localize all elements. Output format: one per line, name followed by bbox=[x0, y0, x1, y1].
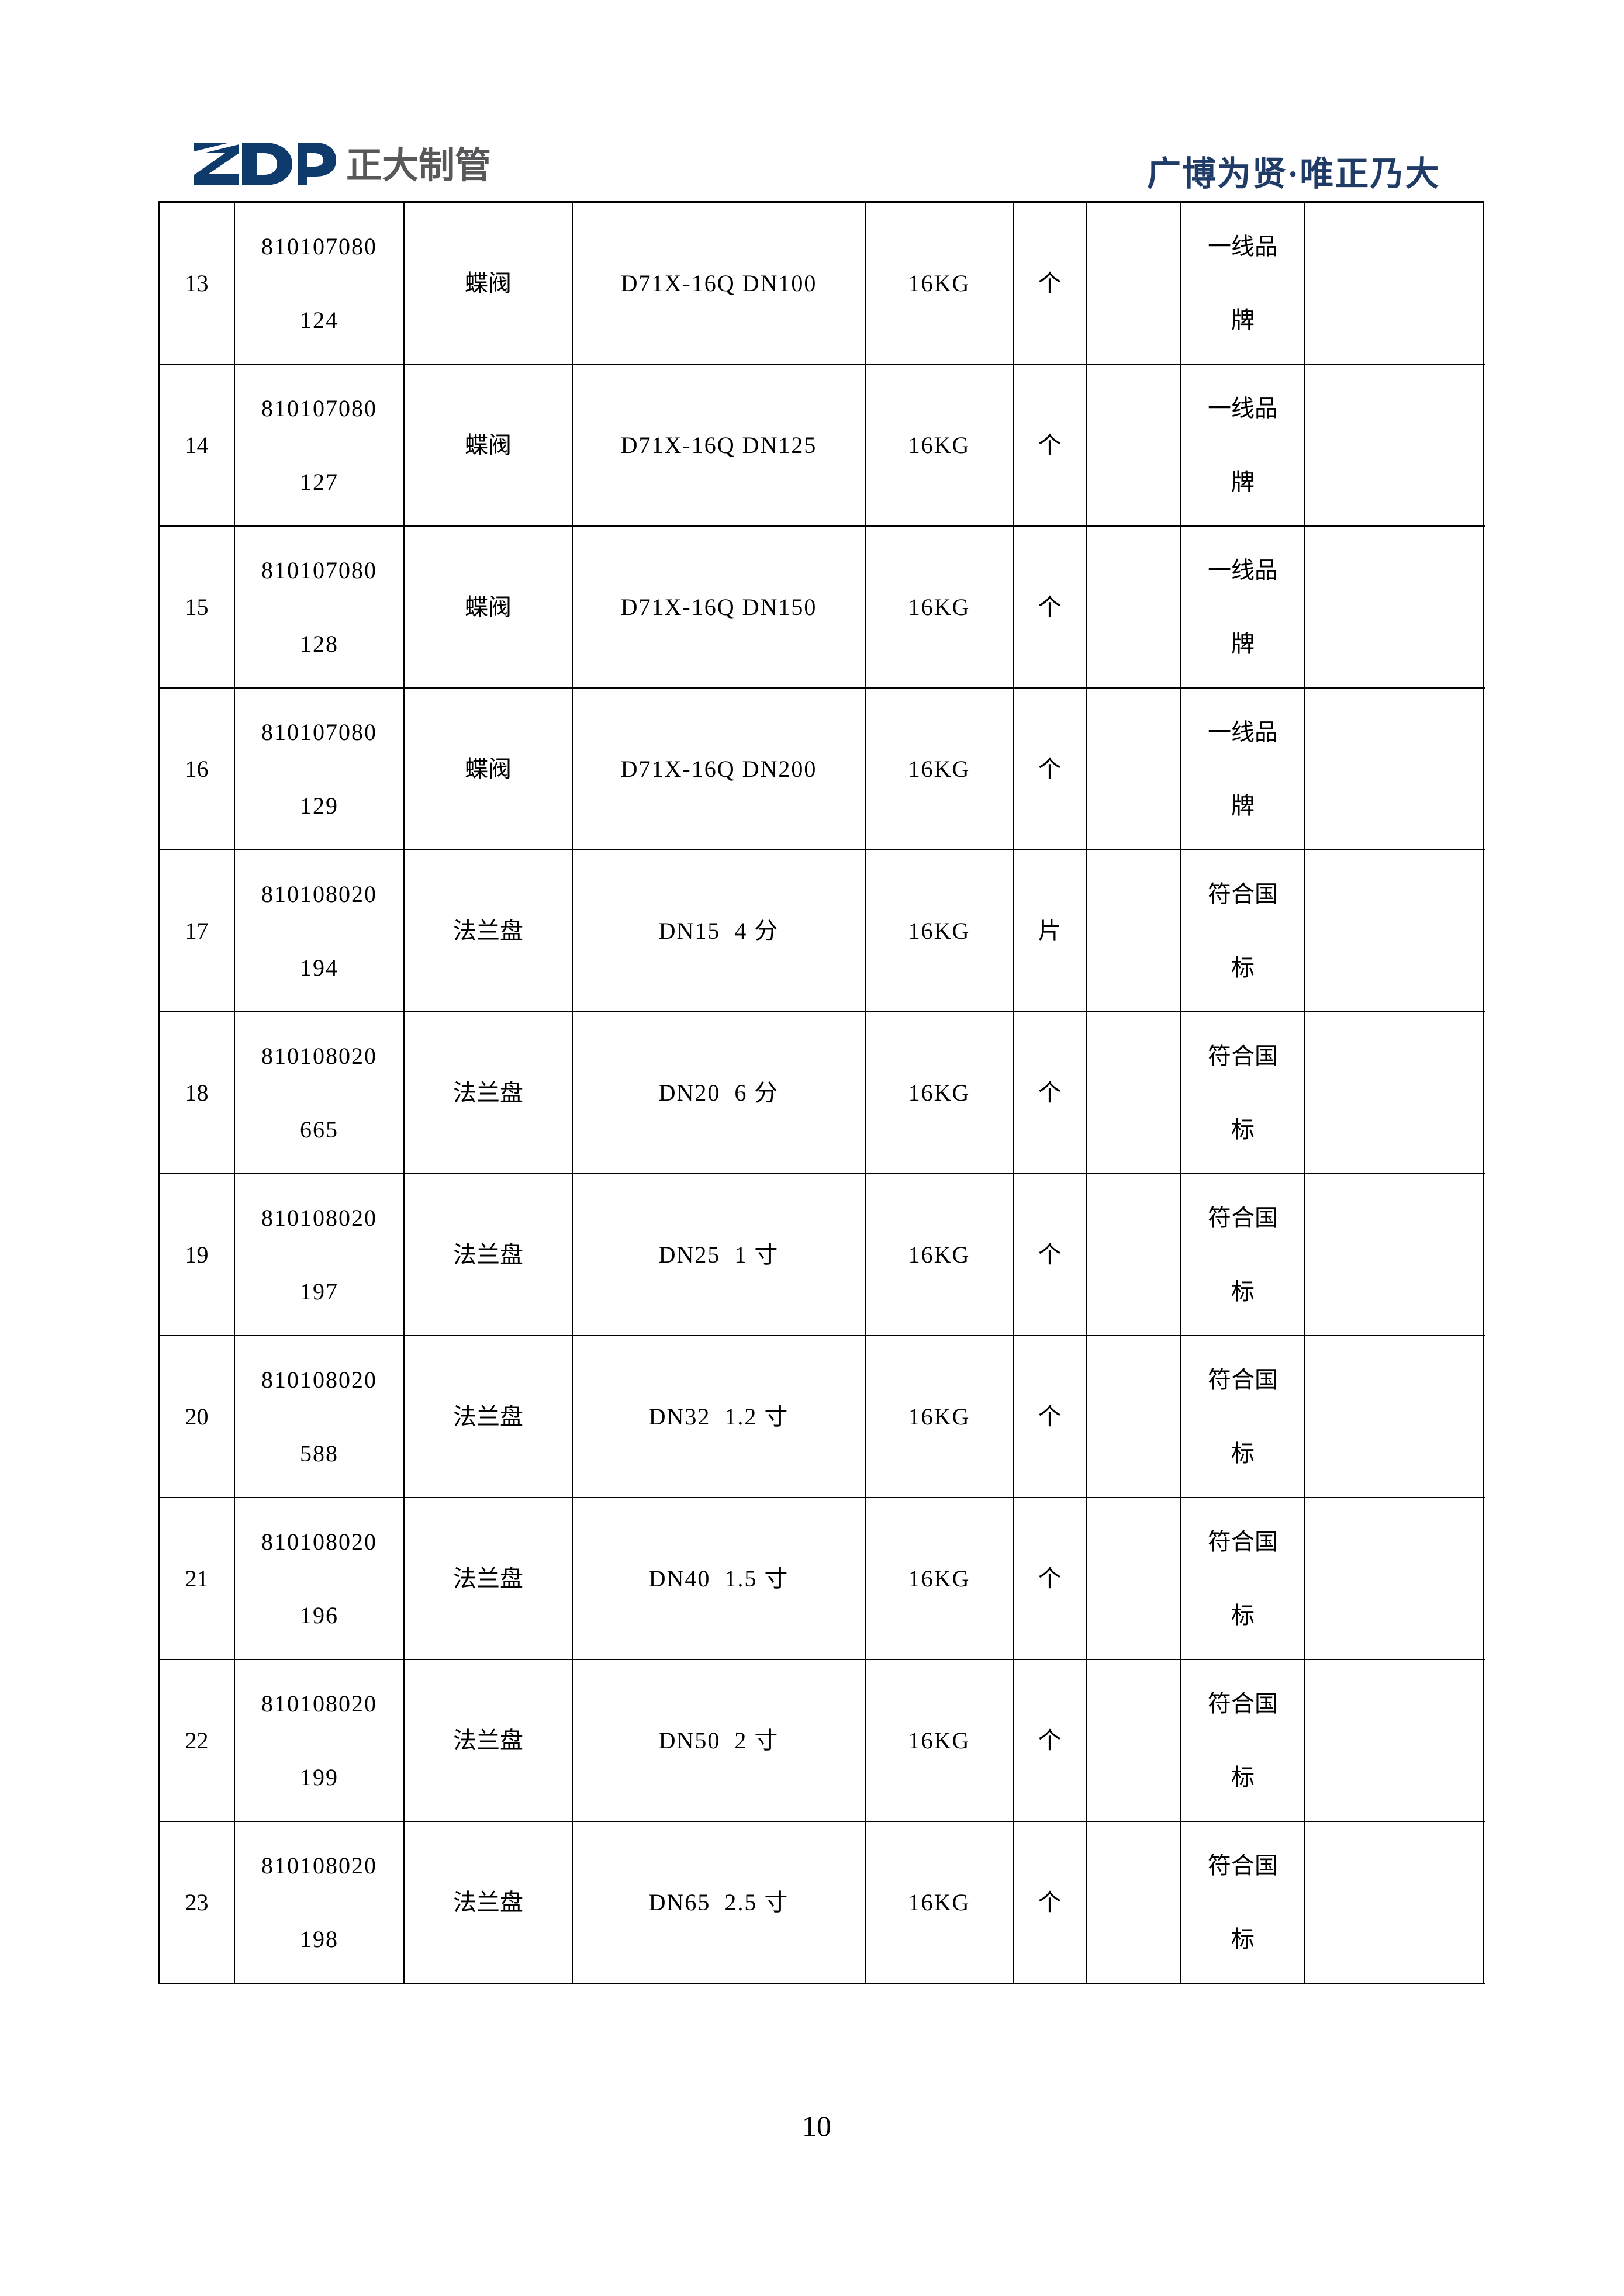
svg-text:正大制管: 正大制管 bbox=[346, 146, 491, 186]
